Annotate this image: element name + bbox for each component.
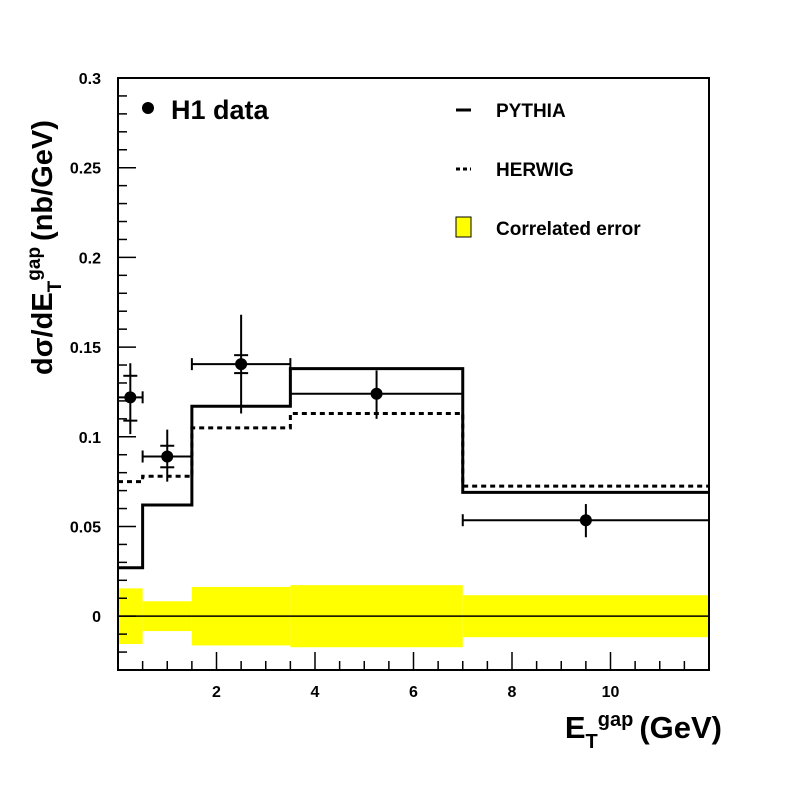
y-axis-title: dσ/dETgap (nb/GeV) (24, 120, 66, 375)
x-title-main: E (565, 710, 586, 745)
mc-histograms (118, 367, 709, 570)
pythia-histogram (118, 367, 709, 570)
data-point (370, 387, 383, 400)
y-tick-label: 0.1 (79, 430, 101, 447)
x-title-sup: gap (598, 709, 634, 731)
axis-ticks (118, 77, 686, 671)
y-tick-label: 0.15 (70, 340, 101, 357)
y-title-unit: (nb/GeV) (27, 120, 59, 241)
legend-pythia-label: PYTHIA (496, 101, 566, 122)
plot-frame (117, 77, 710, 671)
x-title-sub: T (586, 731, 598, 753)
herwig-histogram (118, 411, 709, 488)
legend-data-label: H1 data (171, 95, 270, 125)
x-title-unit: (GeV) (639, 710, 722, 745)
x-tick-label: 2 (212, 684, 221, 701)
y-title-sub: T (45, 280, 66, 292)
data-point (579, 514, 592, 527)
data-points (117, 314, 710, 538)
legend-data-marker (142, 102, 154, 114)
legend-band-swatch (455, 216, 472, 238)
svg-text:ETgap(GeV): ETgap (GeV) (565, 709, 722, 753)
x-axis-title: ETgap (GeV) (565, 709, 722, 753)
x-tick-label: 8 (508, 684, 517, 701)
data-point (124, 391, 137, 404)
y-tick-label: 0.05 (70, 519, 101, 536)
legend-herwig-label: HERWIG (496, 160, 574, 181)
x-tick-label: 4 (311, 684, 320, 701)
x-tick-label: 6 (409, 684, 418, 701)
svg-text:dσ/dETgap(nb/GeV): dσ/dETgap (nb/GeV) (24, 120, 66, 375)
y-tick-label: 0.2 (79, 250, 101, 267)
y-tick-label: 0 (92, 609, 101, 626)
legend-band-label: Correlated error (496, 219, 641, 240)
tick-labels: 0 0.05 0.1 0.15 0.2 0.25 0.3 2 4 6 8 10 (70, 71, 620, 701)
y-title-main: dσ/dE (27, 292, 59, 375)
y-title-sup: gap (24, 247, 45, 281)
legend: H1 data PYTHIA HERWIG Correlated error (142, 95, 641, 240)
y-tick-label: 0.25 (70, 161, 101, 178)
y-tick-label: 0.3 (79, 71, 101, 88)
data-point (161, 450, 174, 463)
x-tick-label: 10 (602, 684, 620, 701)
data-point (235, 358, 248, 371)
